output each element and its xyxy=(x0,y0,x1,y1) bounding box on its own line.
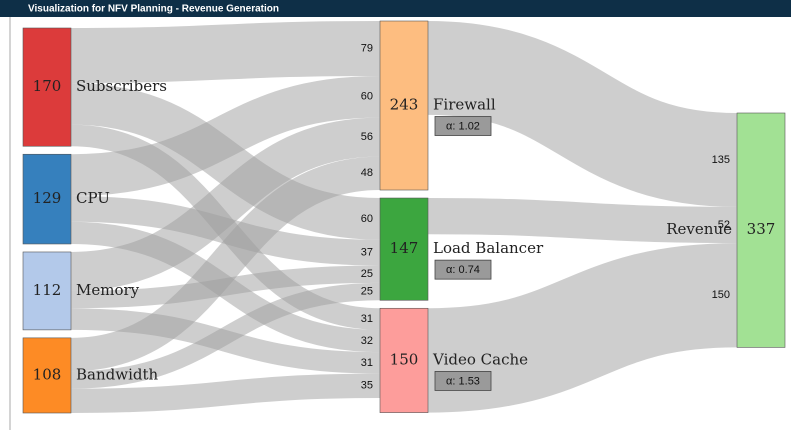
node xyxy=(379,307,429,413)
link xyxy=(70,195,381,266)
link-value-label: 60 xyxy=(361,213,373,225)
node xyxy=(379,197,429,301)
link xyxy=(70,156,381,372)
node-name: Bandwidth xyxy=(76,365,158,383)
link-value-label: 32 xyxy=(361,335,373,347)
node-name: CPU xyxy=(76,189,110,207)
node-name: Memory xyxy=(76,281,140,299)
node-value: 150 xyxy=(390,350,419,368)
link-value-label: 60 xyxy=(361,91,373,103)
node-name: Subscribers xyxy=(76,77,167,95)
alpha-label: α: 0.74 xyxy=(446,264,480,276)
link-value-label: 79 xyxy=(361,42,373,54)
chart-title: Visualization for NFV Planning - Revenue… xyxy=(28,4,279,15)
node xyxy=(22,251,72,331)
link xyxy=(70,82,381,240)
alpha-label: α: 1.53 xyxy=(446,375,480,387)
link-value-label: 48 xyxy=(361,167,373,179)
link-value-label: 31 xyxy=(361,313,373,325)
node-name: Load Balancer xyxy=(433,239,544,257)
alpha-box xyxy=(434,259,492,280)
link xyxy=(427,198,738,244)
node xyxy=(22,153,72,245)
node-value: 129 xyxy=(33,189,62,207)
link-value-label: 56 xyxy=(361,131,373,143)
link-value-label: 37 xyxy=(361,247,373,259)
link-value-label: 150 xyxy=(712,289,730,301)
node-value: 147 xyxy=(390,239,419,257)
node-name: Video Cache xyxy=(432,350,528,368)
alpha-box xyxy=(434,116,492,136)
alpha-box xyxy=(434,371,492,391)
node xyxy=(379,20,429,191)
link xyxy=(427,21,738,207)
link-value-label: 135 xyxy=(712,154,730,166)
alpha-label: α: 1.02 xyxy=(446,120,480,132)
link xyxy=(427,243,738,413)
node-value: 243 xyxy=(390,96,419,114)
node-name: Revenue xyxy=(666,220,732,238)
links: 79 60 31 60 37 32 56 25 31 48 25 35 135 52 150 xyxy=(70,21,738,414)
link xyxy=(70,117,381,291)
node-value: 108 xyxy=(33,365,62,383)
link-value-label: 31 xyxy=(361,357,373,369)
link xyxy=(70,75,381,196)
node-value: 337 xyxy=(747,220,776,238)
link-value-label: 52 xyxy=(718,219,730,231)
link xyxy=(70,282,381,389)
node-value: 170 xyxy=(33,77,62,95)
header-bar xyxy=(0,0,791,17)
node-value: 112 xyxy=(33,281,62,299)
link-value-label: 25 xyxy=(361,285,373,297)
link xyxy=(70,373,381,414)
link xyxy=(70,21,381,83)
link-value-label: 25 xyxy=(361,268,373,280)
link-value-label: 35 xyxy=(361,380,373,392)
node xyxy=(736,112,786,348)
node xyxy=(22,337,72,414)
node-name: Firewall xyxy=(433,96,496,114)
nodes: 170 Subscribers 129 CPU 112 Memory 108 Bandwidt… xyxy=(22,20,786,414)
node xyxy=(22,27,72,147)
